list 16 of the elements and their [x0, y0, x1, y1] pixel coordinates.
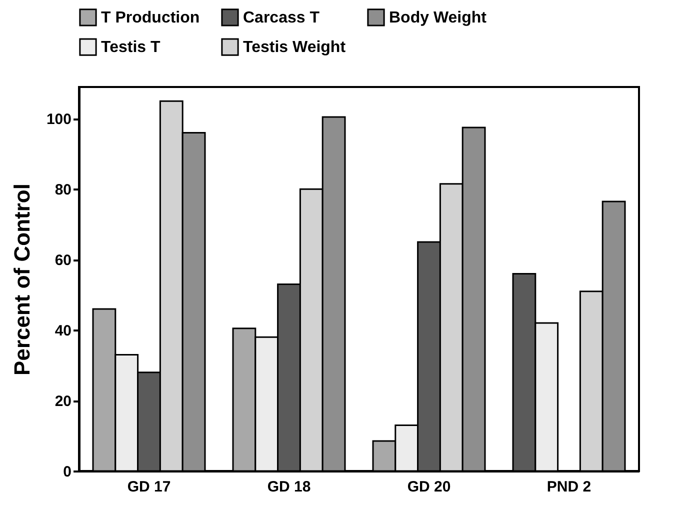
x-tick-label: GD 17 — [127, 478, 171, 496]
y-tick-label: 80 — [54, 182, 72, 199]
x-tick-label: GD 18 — [267, 478, 311, 496]
y-axis-title: Percent of Control — [9, 184, 34, 376]
legend-label: Carcass T — [243, 9, 320, 26]
legend-label: Testis Weight — [243, 39, 346, 56]
y-tick-label: 60 — [54, 252, 72, 270]
y-tick-label: 40 — [54, 322, 72, 340]
y-tick-label: 0 — [63, 464, 72, 480]
legend-label: T Production — [101, 9, 200, 26]
x-tick-label: PND 2 — [546, 478, 592, 496]
legend-label: Testis T — [101, 39, 160, 56]
y-tick-label: 100 — [46, 111, 72, 128]
legend-label: Body Weight — [389, 9, 488, 26]
y-tick-label: 20 — [54, 393, 72, 410]
x-tick-label: GD 20 — [407, 478, 451, 496]
